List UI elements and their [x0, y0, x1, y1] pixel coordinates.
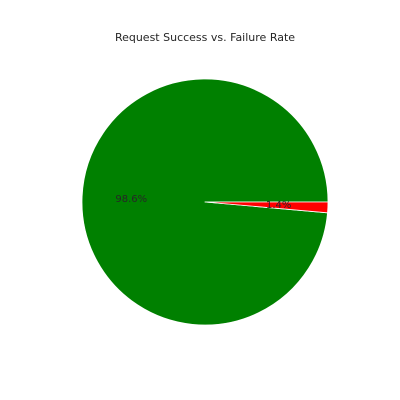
pie-slices — [81, 78, 329, 326]
pie-slice-1 — [204, 201, 329, 214]
pie-slice-label-1: 1.4% — [266, 200, 291, 211]
pie-labels: 98.6% 1.4% — [115, 194, 291, 211]
chart-title: Request Success vs. Failure Rate — [114, 31, 296, 44]
pie-slice-label-0: 98.6% — [115, 194, 147, 205]
